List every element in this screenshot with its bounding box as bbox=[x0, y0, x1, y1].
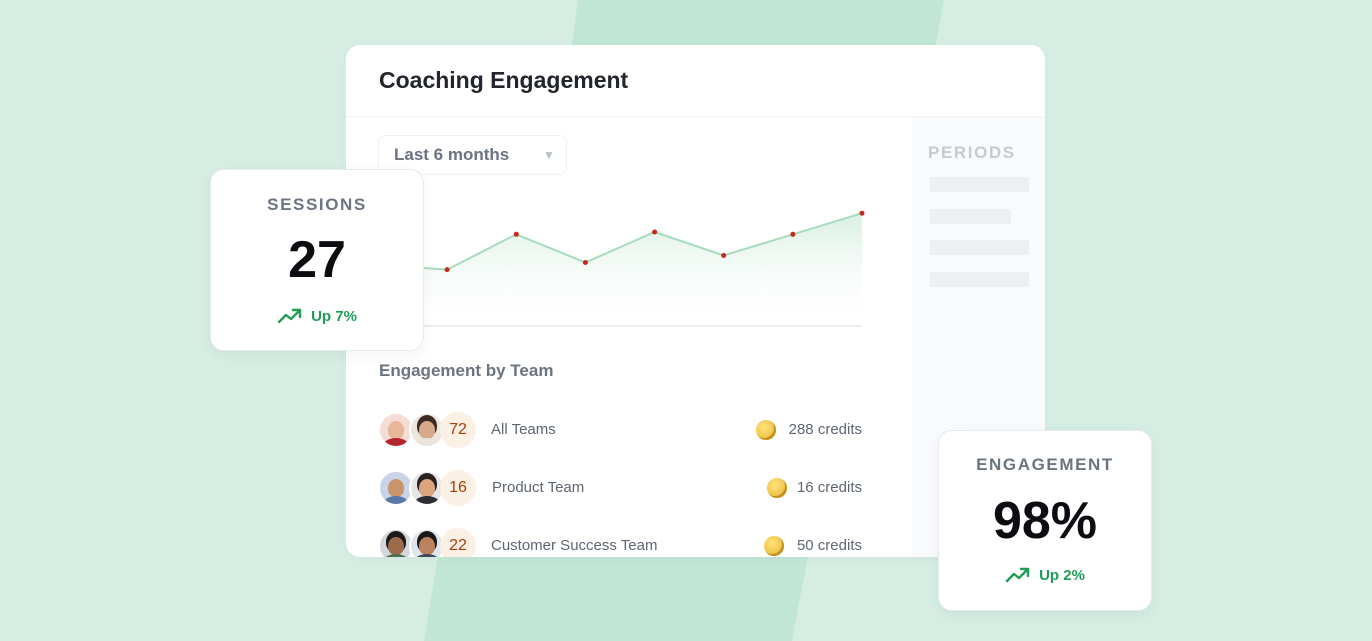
card-header: Coaching Engagement bbox=[346, 45, 1045, 117]
member-count-badge: 72 bbox=[440, 412, 476, 448]
chart-point bbox=[859, 210, 865, 216]
periods-panel: PERIODS bbox=[912, 117, 1045, 557]
engagement-chart bbox=[375, 210, 865, 327]
trending-up-icon bbox=[277, 308, 302, 324]
engagement-value: 98% bbox=[992, 492, 1098, 550]
team-row[interactable]: 72 All Teams 288 credits bbox=[378, 411, 862, 449]
engagement-trend: Up 2% bbox=[939, 566, 1151, 584]
team-credits: 288 credits bbox=[788, 421, 862, 438]
chart-point bbox=[444, 267, 450, 273]
team-name: Customer Success Team bbox=[491, 537, 658, 554]
sessions-trend-text: Up 7% bbox=[311, 307, 357, 325]
sessions-label: SESSIONS bbox=[267, 195, 367, 214]
avatar bbox=[378, 528, 414, 557]
engagement-trend-text: Up 2% bbox=[1039, 566, 1085, 584]
chart-area bbox=[378, 213, 862, 326]
team-name: All Teams bbox=[491, 421, 556, 438]
period-dropdown[interactable]: Last 6 months ▼ bbox=[378, 135, 567, 175]
period-placeholder bbox=[930, 177, 1029, 192]
avatar bbox=[378, 412, 414, 448]
avatar bbox=[409, 412, 445, 448]
caret-down-icon: ▼ bbox=[543, 148, 555, 162]
coin-icon bbox=[767, 478, 787, 498]
chart-point bbox=[513, 231, 519, 237]
period-placeholder bbox=[930, 272, 1029, 287]
team-credits: 50 credits bbox=[796, 537, 862, 554]
sessions-value: 27 bbox=[288, 231, 346, 289]
period-dropdown-label: Last 6 months bbox=[394, 145, 510, 164]
team-name: Product Team bbox=[492, 479, 585, 496]
period-placeholder bbox=[930, 240, 1029, 255]
coin-icon bbox=[764, 536, 784, 556]
engagement-label: ENGAGEMENT bbox=[976, 455, 1114, 474]
coaching-engagement-card: Coaching Engagement PERIODS Last 6 month… bbox=[346, 45, 1045, 557]
chart-point bbox=[790, 231, 796, 237]
section-title: Engagement by Team bbox=[379, 361, 554, 380]
chart-point bbox=[582, 260, 588, 265]
periods-label: PERIODS bbox=[928, 143, 1016, 162]
team-credits: 16 credits bbox=[796, 479, 862, 496]
trending-up-icon bbox=[1005, 567, 1030, 583]
member-count-badge: 16 bbox=[440, 470, 476, 506]
team-row[interactable]: 16 Product Team 16 credits bbox=[378, 469, 862, 507]
sessions-card: SESSIONS 27 Up 7% bbox=[210, 169, 424, 351]
avatar bbox=[378, 470, 414, 506]
period-placeholder bbox=[930, 209, 1011, 224]
chart-line bbox=[377, 212, 863, 271]
sessions-trend: Up 7% bbox=[211, 307, 423, 325]
member-count-badge: 22 bbox=[440, 528, 476, 557]
card-title: Coaching Engagement bbox=[379, 67, 629, 93]
chart-point bbox=[652, 229, 658, 235]
engagement-card: ENGAGEMENT 98% Up 2% bbox=[938, 430, 1152, 611]
chart-point bbox=[721, 253, 727, 258]
team-row[interactable]: 22 Customer Success Team 50 credits bbox=[378, 527, 862, 557]
coin-icon bbox=[756, 420, 776, 440]
